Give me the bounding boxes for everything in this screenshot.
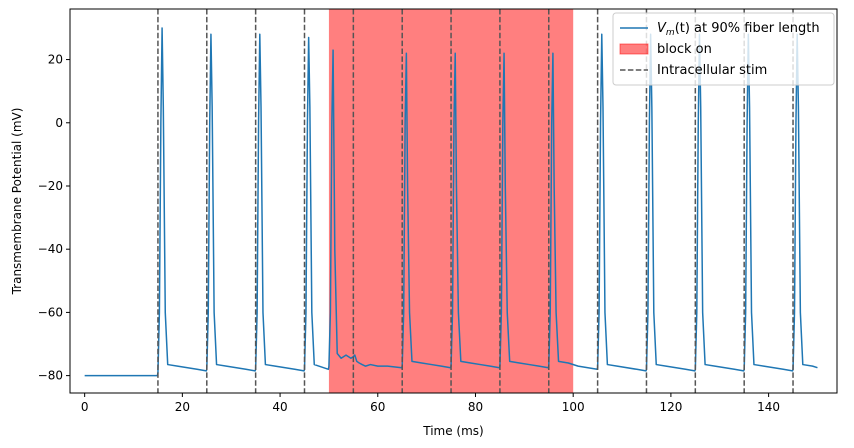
y-tick-label: −20 [38,179,63,193]
y-tick-label: 0 [55,116,63,130]
plot-frame [69,8,838,394]
x-tick-label: 20 [175,400,190,414]
y-axis-label: Transmembrane Potential (mV) [10,108,24,296]
x-tick-label: 120 [659,400,682,414]
y-tick-label: −80 [38,369,63,383]
x-tick-label: 0 [81,400,89,414]
x-axis-label: Time (ms) [422,424,484,438]
y-tick-label: −40 [38,242,63,256]
legend-label-vm: Vm(t) at 90% fiber length [657,21,820,38]
x-tick-label: 60 [370,400,385,414]
x-tick-label: 100 [562,400,585,414]
legend-label-stim: Intracellular stim [657,63,767,78]
legend-box [612,12,835,86]
y-tick-label: −60 [38,305,63,319]
x-tick-label: 40 [272,400,287,414]
x-tick-label: 140 [757,400,780,414]
legend-swatch-patch [619,43,649,55]
x-tick-label: 80 [468,400,483,414]
y-tick-label: 20 [48,53,63,67]
legend: Vm(t) at 90% fiber length block on Intra… [612,12,835,86]
legend-label-block: block on [657,42,712,57]
